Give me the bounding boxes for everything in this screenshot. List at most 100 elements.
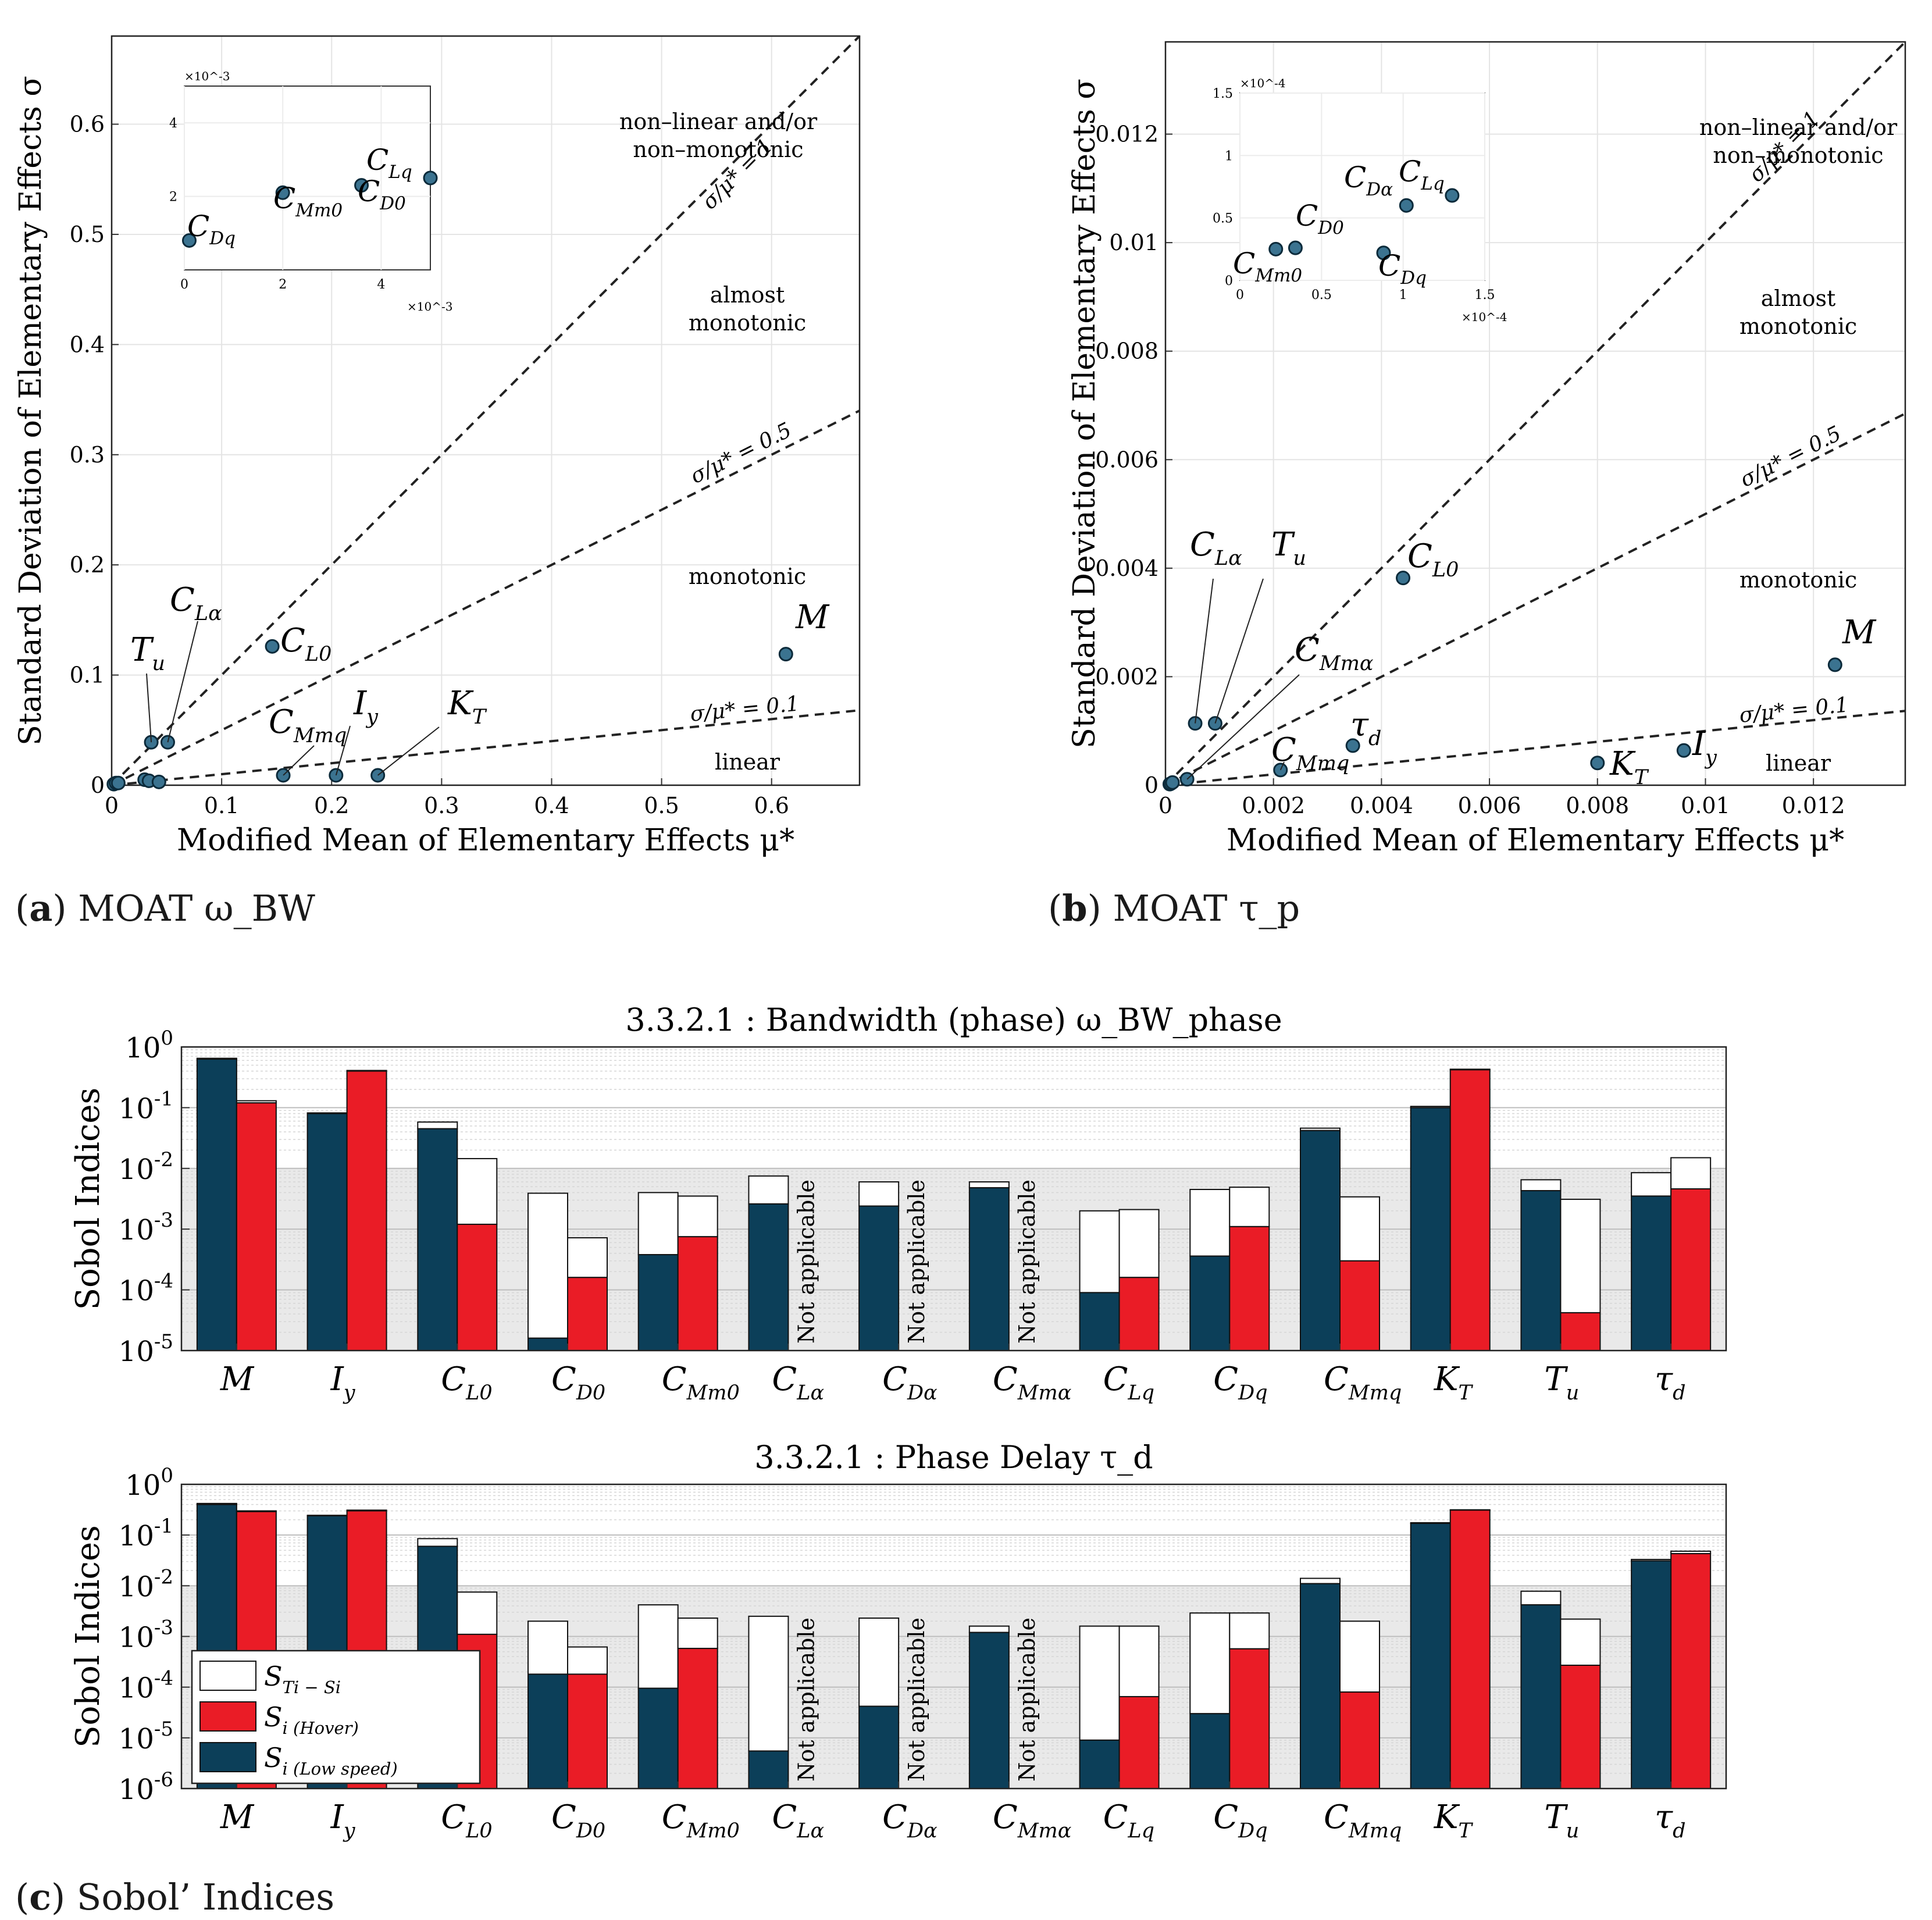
bar-first-order-low-speed [858, 1205, 900, 1351]
bar-first-order-low-speed [1300, 1130, 1341, 1351]
bar-interaction-low-speed [1300, 1577, 1341, 1584]
point-label: CLα [170, 581, 222, 625]
label-leader [377, 726, 440, 776]
data-point [778, 647, 793, 662]
significance-band [181, 1168, 1726, 1351]
y-tick-label: 10-1 [119, 1515, 173, 1552]
inset-data-point [1445, 188, 1460, 203]
bar-first-order-low-speed [968, 1187, 1010, 1351]
reference-line [1165, 412, 1906, 786]
bar-first-order-low-speed [1189, 1713, 1231, 1790]
inset-scale-label: ×10^-3 [407, 300, 452, 314]
sobol-phase-delay-chart: 3.3.2.1 : Phase Delay τ_d 10-6 10-5 10-4 10-… [69, 1439, 1727, 1843]
inset-tick-label: 4 [377, 277, 385, 292]
bar-first-order-low-speed [637, 1254, 679, 1351]
inset-data-point [1399, 198, 1414, 213]
category-label: CMmα [993, 1360, 1072, 1405]
bar-interaction-hover [567, 1237, 608, 1278]
reference-line [1165, 710, 1906, 786]
bar-interaction-low-speed [417, 1121, 458, 1130]
bar-interaction-low-speed [858, 1617, 900, 1707]
bar-interaction-hover [567, 1646, 608, 1675]
y-tick-label: 100 [125, 1464, 173, 1502]
y-tick-label: 10-5 [119, 1718, 173, 1755]
category-label: KT [1434, 1360, 1474, 1405]
moat-bandwidth-chart: 0 0.1 0.2 0.3 0.4 0.5 0.600.10.20.30.40.50.6σ/… [13, 35, 861, 858]
x-tick-label: 0.4 [534, 793, 569, 818]
bar-first-order-hover [677, 1648, 718, 1789]
inset-point-label: CD0 [1296, 199, 1344, 238]
bar-interaction-hover [677, 1195, 718, 1238]
inset-point-label: CDα [1344, 161, 1393, 200]
label-leader [1214, 578, 1264, 724]
bar-first-order-low-speed [1410, 1107, 1451, 1352]
bar-first-order-hover [1449, 1509, 1491, 1790]
label-leader [1279, 761, 1285, 771]
bar-first-order-low-speed [527, 1673, 568, 1790]
y-tick-label: 0.4 [70, 332, 105, 357]
axes-frame [110, 35, 861, 786]
bar-first-order-hover [567, 1673, 608, 1790]
y-tick-label: 0.5 [70, 222, 105, 247]
bar-first-order-low-speed [968, 1632, 1010, 1790]
y-tick-label: 0.008 [1095, 339, 1159, 364]
inset-tick-label: 0 [1236, 288, 1244, 302]
bar-interaction-hover [1339, 1620, 1380, 1693]
point-label: CL0 [280, 622, 331, 666]
region-label: non–monotonic [633, 137, 803, 162]
label-leader [283, 745, 315, 776]
x-tick-label: 0.002 [1242, 793, 1305, 818]
bar-first-order-hover [567, 1277, 608, 1351]
bar-interaction-low-speed [417, 1538, 458, 1547]
bar-first-order-hover [1560, 1665, 1601, 1790]
caption-c: (c) Sobol’ Indices [15, 1876, 335, 1918]
data-point [151, 774, 166, 789]
region-label: linear [715, 749, 780, 775]
category-label: CMm0 [662, 1798, 740, 1843]
bar-first-order-low-speed [1410, 1523, 1451, 1789]
bar-interaction-low-speed [1189, 1189, 1231, 1257]
region-label: monotonic [689, 564, 806, 589]
legend-swatch [199, 1661, 256, 1691]
label-leader [1195, 578, 1214, 724]
bar-first-order-hover [1118, 1277, 1160, 1351]
y-tick-label: 10-3 [119, 1616, 173, 1654]
y-tick-label: 10-1 [119, 1087, 173, 1125]
inset-point-label: CD0 [358, 174, 406, 214]
y-tick-label: 10-2 [119, 1148, 173, 1186]
legend-label: Si (Hover) [264, 1701, 359, 1738]
data-point [265, 639, 280, 654]
bar-first-order-low-speed [637, 1687, 679, 1789]
bar-first-order-low-speed [1079, 1292, 1120, 1352]
bar-first-order-hover [1670, 1553, 1712, 1789]
bar-interaction-low-speed [1520, 1590, 1562, 1606]
not-applicable-label: Not applicable [1014, 1180, 1040, 1344]
data-point [1827, 657, 1842, 672]
category-label: CD0 [551, 1798, 605, 1843]
region-label: linear [1766, 750, 1831, 776]
bar-interaction-hover [1339, 1196, 1380, 1262]
bar-first-order-low-speed [1520, 1190, 1562, 1352]
bar-interaction-low-speed [1631, 1172, 1672, 1197]
bar-interaction-low-speed [858, 1181, 900, 1207]
bar-first-order-hover [1449, 1069, 1491, 1351]
y-tick-label: 0.012 [1095, 122, 1159, 147]
data-point [1165, 775, 1180, 790]
label-leader [146, 673, 152, 743]
inset-scale-label: ×10^-4 [1240, 76, 1285, 90]
y-tick-label: 0.002 [1095, 664, 1159, 689]
point-label: CMmq [1271, 731, 1349, 775]
inset-scale-label: ×10^-3 [184, 69, 230, 83]
y-axis-label: Standard Deviation of Elementary Effects… [1067, 79, 1102, 748]
bar-interaction-low-speed [527, 1620, 568, 1675]
category-label: CLα [772, 1798, 824, 1843]
y-tick-label: 0.2 [70, 552, 105, 578]
region-label: almost [710, 282, 785, 308]
bar-first-order-hover [1560, 1312, 1601, 1352]
x-tick-label: 0.008 [1566, 793, 1629, 818]
point-label: Iy [353, 685, 379, 729]
y-tick-label: 10-5 [119, 1330, 173, 1368]
bar-first-order-low-speed [417, 1128, 458, 1351]
bar-interaction-low-speed [1079, 1210, 1120, 1294]
bar-interaction-hover [1670, 1157, 1712, 1190]
